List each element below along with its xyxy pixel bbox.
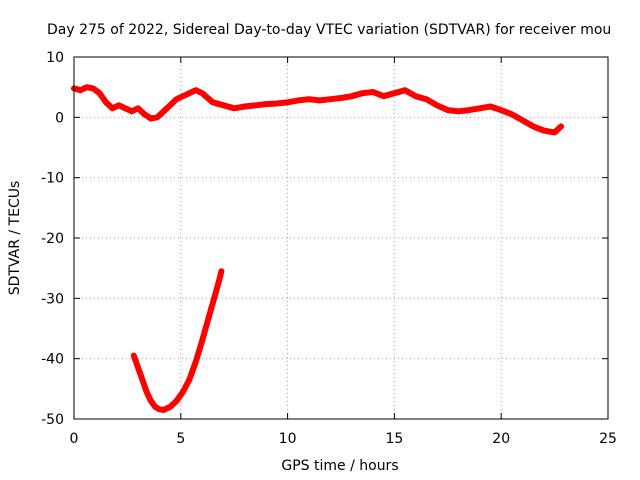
y-tick-label: -30: [41, 291, 64, 307]
data-point-dip: [161, 407, 167, 413]
data-point-dip: [148, 398, 154, 404]
data-point-main: [77, 87, 83, 93]
data-point-main: [445, 107, 451, 113]
data-point-main: [129, 108, 135, 114]
data-point-dip: [152, 404, 158, 410]
data-point-main: [391, 90, 397, 96]
data-point-main: [285, 99, 291, 105]
data-point-main: [434, 102, 440, 108]
data-point-main: [142, 111, 147, 117]
ticks: 0 5 10 15 20 25 -50 -40 -30 -20 -10 0 10: [41, 50, 617, 447]
data-point-main: [520, 117, 526, 123]
data-point-main: [558, 123, 564, 129]
data-point-main: [167, 102, 173, 108]
data-point-dip: [218, 268, 224, 274]
data-point-main: [174, 96, 179, 102]
data-point-main: [338, 95, 344, 101]
y-tick-label: -50: [41, 412, 64, 428]
y-tick-label: 0: [55, 110, 64, 126]
data-point-main: [253, 102, 259, 108]
data-point-main: [402, 87, 408, 93]
data-point-dip: [186, 377, 192, 383]
data-point-main: [370, 89, 376, 95]
series-line-dip: [130, 268, 225, 413]
data-point-dip: [203, 323, 209, 328]
data-point-main: [116, 102, 122, 108]
x-axis-label: GPS time / hours: [281, 458, 398, 474]
data-point-dip: [216, 277, 222, 283]
x-tick-label: 10: [279, 431, 297, 447]
data-point-main: [154, 114, 160, 120]
data-point-main: [186, 90, 192, 96]
data-point-main: [242, 104, 248, 109]
y-axis-label: SDTVAR / TECUs: [7, 181, 23, 296]
data-point-dip: [135, 365, 141, 371]
data-point-dip: [139, 377, 145, 383]
y-tick-label: -40: [41, 352, 64, 368]
data-point-main: [84, 84, 90, 90]
data-point-main: [161, 108, 167, 114]
x-tick-label: 15: [385, 431, 403, 447]
x-tick-label: 5: [176, 431, 185, 447]
data-point-dip: [131, 353, 137, 359]
series-line-main: [71, 84, 564, 136]
data-point-dip: [174, 398, 179, 404]
data-point-main: [103, 99, 109, 105]
data-point-main: [317, 97, 323, 103]
data-point-dip: [208, 307, 214, 313]
data-point-dip: [180, 389, 186, 395]
data-point-main: [552, 129, 558, 135]
data-point-main: [97, 90, 103, 96]
data-point-main: [498, 107, 504, 113]
data-point-main: [193, 87, 199, 93]
data-point-main: [148, 116, 154, 121]
data-point-main: [109, 105, 115, 111]
data-point-main: [295, 97, 301, 103]
data-point-main: [509, 111, 515, 117]
data-point-main: [274, 101, 280, 106]
y-tick-label: -10: [41, 171, 64, 187]
data-point-main: [306, 96, 312, 102]
data-point-main: [477, 105, 483, 111]
data-point-main: [221, 102, 226, 108]
data-point-main: [359, 90, 365, 96]
data-point-main: [466, 107, 472, 113]
data-point-dip: [193, 359, 199, 365]
data-point-main: [530, 123, 536, 129]
data-point-main: [180, 93, 186, 99]
data-point-main: [349, 93, 355, 99]
series-group: [71, 84, 564, 413]
data-point-main: [90, 85, 96, 91]
data-point-main: [135, 105, 141, 111]
data-point-main: [231, 105, 237, 111]
data-point-main: [456, 108, 461, 114]
data-point-main: [327, 96, 333, 102]
data-point-dip: [144, 389, 150, 395]
data-point-main: [263, 101, 269, 107]
data-point-dip: [156, 406, 162, 412]
data-point-dip: [199, 338, 205, 344]
data-point-main: [381, 93, 387, 99]
data-point-dip: [212, 292, 218, 298]
data-point-main: [199, 90, 205, 96]
data-point-main: [413, 93, 419, 99]
data-point-main: [210, 99, 216, 105]
y-tick-label: 10: [46, 50, 64, 66]
data-point-main: [122, 105, 128, 111]
chart-title: Day 275 of 2022, Sidereal Day-to-day VTE…: [47, 22, 611, 38]
x-tick-label: 0: [70, 431, 79, 447]
data-point-dip: [167, 404, 173, 410]
y-tick-label: -20: [41, 231, 64, 247]
x-tick-label: 20: [492, 431, 510, 447]
data-point-main: [488, 104, 493, 109]
data-point-main: [423, 96, 429, 102]
data-point-main: [541, 128, 547, 134]
x-tick-label: 25: [599, 431, 617, 447]
grid: [74, 57, 608, 419]
